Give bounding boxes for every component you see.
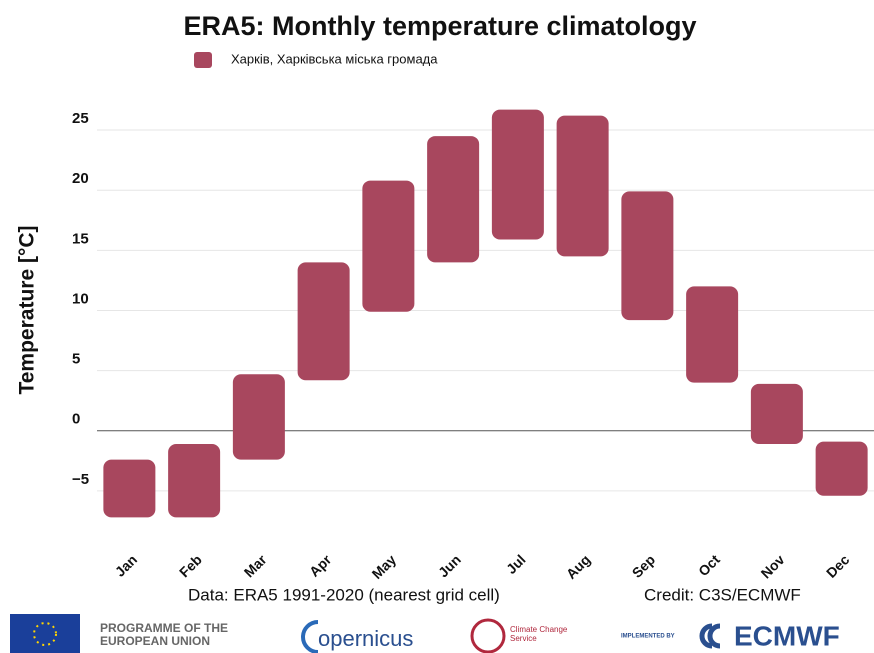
credit-note: Credit: C3S/ECMWF [644,585,801,604]
x-tick-label: Apr [306,551,335,580]
y-tick-label: 10 [72,290,89,307]
bar [232,374,285,460]
legend-label: Харків, Харківська міська громада [231,51,438,66]
bar [815,441,868,496]
eu-stars [33,622,57,646]
c3s-text-box: Climate Change Service [510,625,568,643]
x-tick-label: Jun [435,551,464,580]
x-tick-label: Aug [563,551,594,582]
c3s-text: Climate Change Service [510,625,568,643]
implemented-text: IMPLEMENTED BY [621,634,675,640]
y-tick-label: −5 [72,471,89,488]
copernicus-c [301,620,319,653]
x-tick-label: Feb [176,551,205,580]
y-tick-label: 5 [72,351,80,368]
y-tick-label: 15 [72,230,89,247]
x-tick-label: Jan [112,551,140,579]
y-tick-label: 0 [72,411,80,428]
y-tick-label: 20 [72,170,89,187]
x-tick-label: Nov [758,551,788,581]
copernicus-text: opernicus [318,626,413,651]
bar [491,109,544,240]
bar [362,180,415,312]
legend-swatch [194,52,212,68]
c3s-icon [470,618,506,653]
bar [297,262,350,381]
eu-text-box: PROGRAMME OF THE EUROPEAN UNION [100,622,228,648]
chart-title: ERA5: Monthly temperature climatology [183,11,696,41]
source-note: Data: ERA5 1991-2020 (nearest grid cell) [188,585,500,604]
ecmwf-text: ECMWF [734,620,840,651]
eu-text: PROGRAMME OF THE EUROPEAN UNION [100,622,228,648]
bar [103,459,156,518]
eu-flag [10,614,80,653]
bar [556,115,609,257]
bar [750,383,803,445]
x-tick-label: Dec [823,551,853,581]
x-tick-label: Mar [241,551,270,580]
x-tick-label: Oct [695,551,723,579]
bar [168,444,221,518]
x-tick-label: Jul [503,551,529,577]
y-axis-label: Temperature [°C] [16,225,39,394]
ecmwf-icon [699,623,721,649]
bar [427,136,480,263]
bar [621,191,674,321]
x-tick-label: May [369,551,400,582]
y-tick-label: 25 [72,110,89,127]
bar [686,286,739,383]
x-tick-label: Sep [629,551,658,580]
